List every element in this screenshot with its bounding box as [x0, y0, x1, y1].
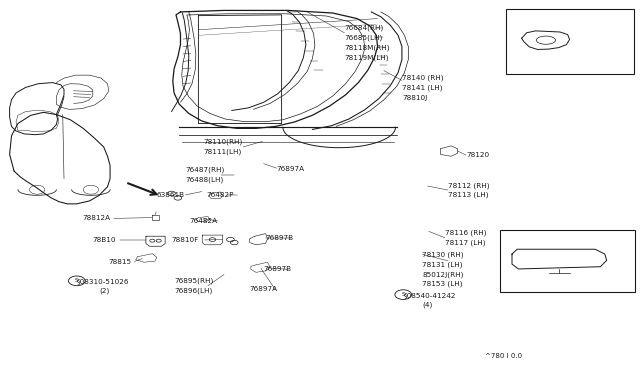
Text: 78815: 78815 — [109, 259, 132, 265]
Text: 78141 (LH): 78141 (LH) — [402, 85, 442, 92]
Text: (4): (4) — [422, 301, 433, 308]
Text: 76895(RH): 76895(RH) — [174, 278, 213, 285]
Text: 78118M(RH): 78118M(RH) — [344, 45, 390, 51]
Text: ^780 i 0.0: ^780 i 0.0 — [485, 353, 522, 359]
Text: 76897A: 76897A — [276, 166, 305, 172]
Text: 63861B: 63861B — [156, 192, 184, 198]
Text: 76896(LH): 76896(LH) — [174, 287, 212, 294]
Bar — [500, 230, 635, 292]
Text: 78117 (LH): 78117 (LH) — [445, 239, 485, 246]
Text: 76487(RH): 76487(RH) — [186, 167, 225, 173]
Text: 78130 (RH): 78130 (RH) — [422, 252, 464, 259]
Text: 78120: 78120 — [466, 152, 489, 158]
Text: 78112 (RH): 78112 (RH) — [448, 182, 490, 189]
Text: 76482A: 76482A — [189, 218, 218, 224]
Bar — [506, 9, 634, 74]
Text: 76482P: 76482P — [206, 192, 234, 198]
Text: S: S — [75, 278, 79, 283]
Text: 78116 (RH): 78116 (RH) — [445, 230, 486, 236]
Text: 76685(LH): 76685(LH) — [344, 35, 383, 41]
Text: 78131 (LH): 78131 (LH) — [422, 262, 463, 268]
Text: 78113 (LH): 78113 (LH) — [448, 192, 488, 198]
Text: 78110(RH): 78110(RH) — [204, 139, 243, 145]
Text: 78111(LH): 78111(LH) — [204, 149, 242, 155]
Text: 76630E: 76630E — [535, 234, 564, 243]
Text: §08310-51026: §08310-51026 — [77, 278, 129, 284]
Text: 78810F: 78810F — [172, 237, 199, 243]
Text: 76488(LH): 76488(LH) — [186, 177, 224, 183]
Text: 78812A: 78812A — [82, 215, 110, 221]
Text: 76897B: 76897B — [266, 235, 294, 241]
Text: (2): (2) — [99, 287, 109, 294]
Text: 76897B: 76897B — [264, 266, 292, 272]
Text: 78B10: 78B10 — [92, 237, 116, 243]
Text: S: S — [401, 292, 405, 297]
Text: 78140 (RH): 78140 (RH) — [402, 75, 444, 81]
Text: 85012J(RH): 85012J(RH) — [422, 271, 464, 278]
Text: 78119M(LH): 78119M(LH) — [344, 55, 389, 61]
Text: §08540-41242: §08540-41242 — [403, 292, 456, 298]
Text: 78810J: 78810J — [402, 95, 427, 101]
Text: 76684(RH): 76684(RH) — [344, 25, 383, 31]
Text: 76909: 76909 — [536, 36, 561, 45]
Text: 76897A: 76897A — [250, 286, 278, 292]
Text: 78153 (LH): 78153 (LH) — [422, 281, 463, 288]
